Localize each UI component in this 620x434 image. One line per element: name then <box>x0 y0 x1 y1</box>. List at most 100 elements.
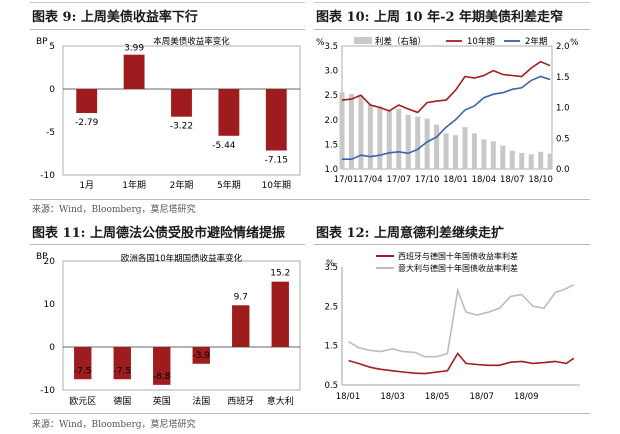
fig10-line-chart: % %3.53.02.52.01.51.02.01.51.00.50.017/01… <box>316 36 579 185</box>
right-unit-label: % <box>570 38 579 48</box>
y-tick-label: 1.5 <box>324 342 338 352</box>
x-category-label: 欧元区 <box>69 395 96 407</box>
bar <box>153 347 171 385</box>
source-rule-top <box>30 199 590 200</box>
fig12-line-chart: %3.5 2.5 1.5 0.518/01 18/03 18/05 18/07 18/09 西班… <box>324 251 580 402</box>
spread-bar <box>519 153 525 169</box>
x-tick-label: 18/04 <box>472 175 497 185</box>
chart-title: 欧洲各国10年期国债收益率变化 <box>121 253 243 264</box>
bar <box>265 89 287 151</box>
bar <box>113 347 131 380</box>
spread-bar <box>405 114 411 169</box>
bar-value-label: 9.7 <box>234 292 248 302</box>
left-unit-label: % <box>316 38 325 48</box>
y-tick-label: -10 <box>40 171 55 181</box>
fig12-heading-rule <box>314 244 590 245</box>
x-tick-label: 18/01 <box>443 175 468 185</box>
spread-bar <box>462 127 468 169</box>
legend-spread-label: 利差（右轴） <box>375 36 426 47</box>
x-tick-label: 18/03 <box>380 392 405 402</box>
x-category-label: 1年期 <box>122 179 146 191</box>
bar <box>171 89 192 117</box>
fig10-top-rule <box>314 2 590 3</box>
bar-value-label: 3.99 <box>124 44 144 54</box>
chart-title: 本周美债收益率变化 <box>153 36 230 47</box>
bar-value-label: -7.5 <box>74 366 92 376</box>
bar <box>271 281 289 347</box>
fig10-heading: 图表 10: 上周 10 年-2 年期美债利差走窄 <box>316 10 564 25</box>
spread-bar <box>453 135 459 169</box>
bar <box>123 54 145 89</box>
bar <box>232 305 250 347</box>
y-tick-label: 0 <box>49 85 55 95</box>
series-line <box>348 352 575 375</box>
fig11-heading: 图表 11: 上周德法公债受股市避险情绪提振 <box>32 226 285 241</box>
spread-bar <box>348 93 354 169</box>
x-category-label: 1月 <box>79 180 94 191</box>
fig9-bar-chart: BP 本周美债收益率变化 5 0 -5 -10 -2.79 1月 3.99 1年期 -3.22 2年期… <box>36 36 301 191</box>
x-tick-label: 18/05 <box>425 392 450 402</box>
fig11-heading-rule <box>30 244 305 245</box>
plot-frame <box>62 45 301 176</box>
bar <box>218 89 240 136</box>
x-tick-label: 17/10 <box>415 175 440 185</box>
y-right-tick-label: 0.5 <box>556 134 570 144</box>
fig10-heading-rule <box>314 29 590 30</box>
y-tick-label: -10 <box>40 386 55 396</box>
bar-value-label: -3.9 <box>192 351 210 361</box>
x-tick-label: 18/09 <box>514 392 539 402</box>
x-category-label: 意大利 <box>267 395 294 407</box>
x-category-label: 2年期 <box>170 179 194 191</box>
x-tick-label: 17/04 <box>358 175 383 185</box>
spread-bar <box>538 151 544 169</box>
y-right-tick-label: 1.5 <box>556 73 570 83</box>
spread-bar <box>424 118 430 169</box>
spread-bar <box>528 154 534 169</box>
spread-bar <box>443 133 449 169</box>
spread-bar <box>386 110 392 169</box>
spread-bar <box>358 96 364 169</box>
source-rule-bottom <box>30 413 590 414</box>
series-line <box>342 75 551 160</box>
spread-bar <box>471 133 477 169</box>
x-category-label: 西班牙 <box>227 395 254 407</box>
y-left-tick-label: 2.0 <box>324 116 338 126</box>
bar-value-label: -2.79 <box>75 118 99 128</box>
fig9-heading: 图表 9: 上周美债收益率下行 <box>32 10 198 25</box>
series-line <box>348 283 575 358</box>
x-tick-label: 18/10 <box>528 175 553 185</box>
series-line <box>341 60 551 114</box>
x-tick-label: 18/01 <box>336 392 361 402</box>
x-category-label: 5年期 <box>217 179 241 191</box>
y-left-tick-label: 2.5 <box>324 91 338 101</box>
y-left-tick-label: 1.0 <box>324 165 338 175</box>
bar <box>76 89 98 113</box>
bar-value-label: -8.8 <box>153 372 171 382</box>
y-tick-label: 2.5 <box>324 302 338 312</box>
x-tick-label: 18/07 <box>469 392 494 402</box>
plot-frame <box>62 260 301 391</box>
y-tick-label: 0 <box>49 343 55 353</box>
bar-value-label: -7.15 <box>265 155 288 165</box>
y-right-tick-label: 1.0 <box>556 104 570 114</box>
spread-bar <box>339 92 345 169</box>
fig12-heading: 图表 12: 上周意德利差继续走扩 <box>316 226 504 241</box>
x-category-label: 德国 <box>113 395 131 407</box>
x-category-label: 10年期 <box>262 179 291 191</box>
x-tick-label: 18/07 <box>500 175 525 185</box>
source-note-top: 来源：Wind，Bloomberg，莫尼塔研究 <box>32 205 196 215</box>
unit-label: BP <box>36 37 48 47</box>
bar <box>192 347 210 364</box>
y-tick-label: 0.5 <box>324 381 338 391</box>
bar-value-label: -3.22 <box>170 122 193 132</box>
x-category-label: 法国 <box>192 395 210 407</box>
spread-bar <box>481 139 487 169</box>
legend-2y-label: 2年期 <box>525 36 547 47</box>
bar-value-label: -5.44 <box>212 141 236 151</box>
spread-bar <box>490 141 496 169</box>
x-category-label: 英国 <box>153 395 171 407</box>
y-left-tick-label: 3.0 <box>324 67 338 77</box>
spread-bar <box>547 153 553 169</box>
bar-value-label: -7.5 <box>113 366 131 376</box>
unit-label: % <box>326 259 335 269</box>
